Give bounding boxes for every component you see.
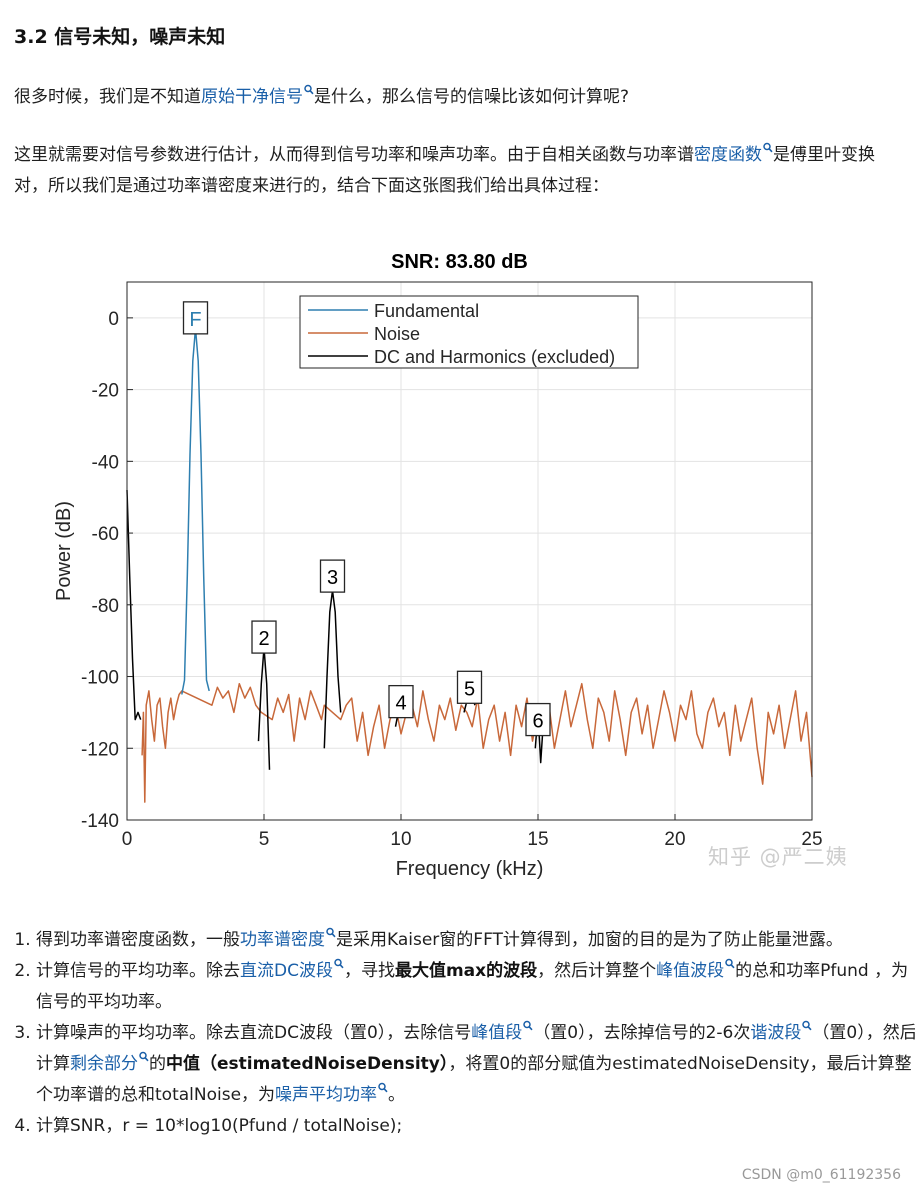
search-icon[interactable] — [334, 958, 344, 970]
peak-label-box — [388, 684, 414, 719]
search-icon[interactable] — [725, 958, 735, 970]
y-axis-label: Power (dB) — [53, 501, 75, 601]
search-link[interactable]: 剩余部分 — [70, 1054, 138, 1074]
peak-label: 6 — [532, 711, 543, 733]
peak-label: 2 — [258, 628, 269, 650]
list-item: 计算SNR，r = 10*log10(Pfund / totalNoise); — [36, 1111, 915, 1142]
plot-area — [127, 282, 812, 820]
y-tick-label: 0 — [108, 309, 119, 330]
search-icon[interactable] — [139, 1051, 149, 1063]
search-icon[interactable] — [763, 142, 773, 154]
search-link[interactable]: 直流DC波段 — [240, 961, 333, 981]
x-tick-label: 20 — [664, 829, 685, 850]
legend-entry: Fundamental — [374, 301, 479, 321]
peak-label-box — [182, 301, 209, 335]
search-icon[interactable] — [378, 1082, 388, 1094]
search-link[interactable]: 峰值段 — [471, 1023, 523, 1043]
intro-paragraph: 很多时候，我们是不知道原始干净信号 是什么，那么信号的信噪比该如何计算呢? — [14, 82, 894, 113]
paragraph-text: 很多时候，我们是不知道 — [14, 87, 201, 107]
list-item: 计算噪声的平均功率。除去直流DC波段（置0），去除信号峰值段（置0），去除掉信号… — [36, 1018, 915, 1111]
peak-label: F — [189, 309, 201, 331]
series-line-noise — [141, 682, 813, 803]
search-icon[interactable] — [304, 84, 314, 96]
search-link[interactable]: 原始干净信号 — [201, 87, 303, 107]
peak-label-box — [456, 670, 483, 704]
x-tick-label: 0 — [122, 829, 133, 850]
x-tick-label: 25 — [801, 829, 822, 850]
footer-credit: CSDN @m0_61192356 — [741, 1167, 901, 1183]
steps-list: 得到功率谱密度函数，一般功率谱密度是采用Kaiser窗的FFT计算得到，加窗的目… — [10, 925, 915, 1142]
x-tick-label: 15 — [527, 829, 548, 850]
peak-label-box — [251, 620, 277, 654]
search-icon[interactable] — [326, 927, 336, 939]
search-link[interactable]: 峰值波段 — [656, 961, 725, 981]
peak-label-box — [525, 702, 551, 737]
paragraph-text: 这里就需要对信号参数进行估计，从而得到信号功率和噪声功率。由于自相关函数与功率谱 — [14, 145, 694, 165]
snr-figure: 0 5 10 15 20 25 0 -20 -40 -60 -80 -100 -120 -140 Frequ… — [0, 240, 915, 900]
y-tick-label: -100 — [81, 668, 119, 689]
x-tick-label: 5 — [259, 829, 270, 850]
search-link[interactable]: 功率谱密度 — [240, 930, 325, 950]
process-paragraph: 这里就需要对信号参数进行估计，从而得到信号功率和噪声功率。由于自相关函数与功率谱… — [14, 140, 894, 202]
list-item: 得到功率谱密度函数，一般功率谱密度是采用Kaiser窗的FFT计算得到，加窗的目… — [36, 925, 915, 956]
peak-label: 4 — [395, 693, 406, 715]
watermark: 知乎 @严二姨 — [708, 845, 848, 869]
y-tick-label: -40 — [92, 452, 119, 473]
paragraph-text: 是傅里叶变换对，所以我们是通过功率谱密度来进行的，结合下面这张图我们给出具体过程… — [14, 145, 875, 196]
paragraph-text: 是什么，那么信号的信噪比该如何计算呢? — [314, 87, 630, 107]
peak-label: 5 — [464, 678, 475, 700]
search-icon[interactable] — [802, 1020, 812, 1032]
peak-label: 3 — [327, 567, 338, 589]
search-link[interactable]: 密度函数 — [694, 145, 762, 165]
list-item: 计算信号的平均功率。除去直流DC波段，寻找最大值max的波段，然后计算整个峰值波… — [36, 956, 915, 1018]
y-tick-label: -140 — [81, 811, 119, 832]
series-line-harmonics — [126, 489, 142, 721]
legend-entry: Noise — [374, 324, 420, 344]
chart-title: SNR: 83.80 dB — [391, 251, 528, 273]
search-link[interactable]: 噪声平均功率 — [275, 1085, 378, 1105]
section-heading: 3.2 信号未知，噪声未知 — [14, 26, 226, 48]
y-tick-label: -120 — [81, 739, 119, 760]
y-tick-label: -20 — [92, 381, 119, 402]
legend-entry: DC and Harmonics (excluded) — [374, 347, 615, 367]
search-link[interactable]: 谐波段 — [750, 1023, 802, 1043]
y-tick-label: -60 — [92, 524, 119, 545]
x-tick-label: 10 — [390, 829, 411, 850]
x-axis-label: Frequency (kHz) — [396, 858, 544, 880]
search-icon[interactable] — [523, 1020, 533, 1032]
y-tick-label: -80 — [92, 596, 119, 617]
axes-box — [126, 281, 813, 821]
peak-label-box — [319, 559, 346, 593]
snr-chart: 0 5 10 15 20 250-20-40-60-80-100-120-140Frequ… — [53, 251, 823, 880]
